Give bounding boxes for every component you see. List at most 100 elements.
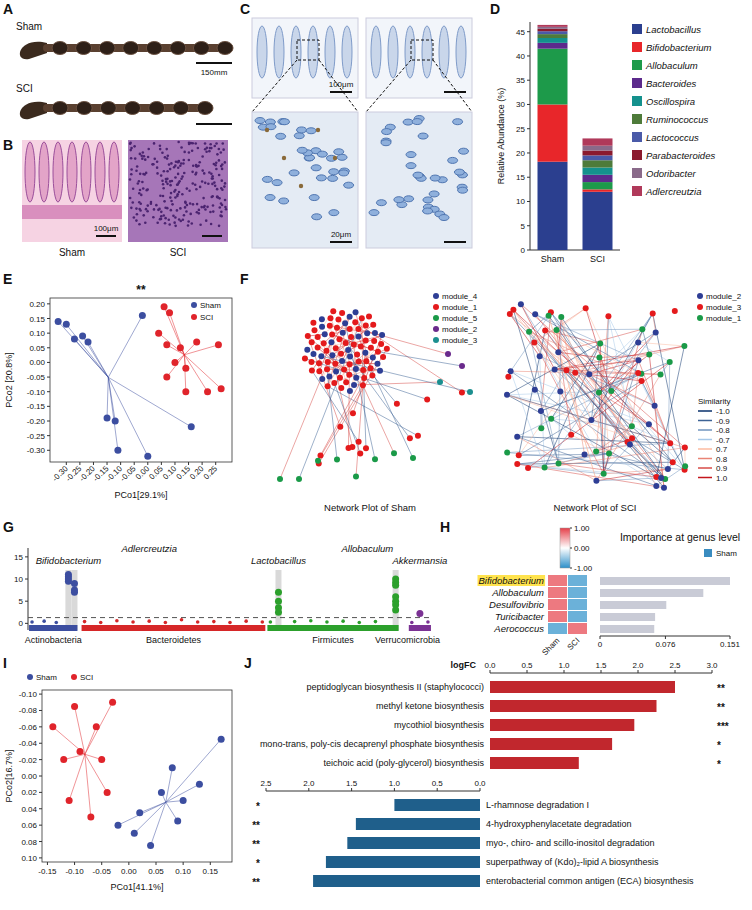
nucleus xyxy=(220,151,223,154)
y-tick xyxy=(39,694,42,695)
network-edge xyxy=(332,355,352,447)
nucleus xyxy=(224,206,227,209)
network-node xyxy=(354,351,360,357)
legend-label: Bacteroides xyxy=(646,78,696,89)
x-tick xyxy=(134,462,135,465)
x-tick xyxy=(266,788,267,791)
x-tick xyxy=(394,788,395,791)
cell xyxy=(429,191,439,197)
panel-letter: H xyxy=(440,519,450,535)
bar-segment xyxy=(583,146,613,151)
x-tick-label: -0.05 xyxy=(93,867,112,876)
spider-line xyxy=(85,754,91,817)
network-node xyxy=(563,367,569,373)
point xyxy=(131,620,135,624)
nucleus xyxy=(207,182,210,185)
phylum-band xyxy=(409,625,431,631)
crypt xyxy=(342,26,352,78)
x-tick xyxy=(210,862,211,865)
nucleus xyxy=(146,188,149,191)
nucleus xyxy=(168,163,171,166)
nucleus xyxy=(142,187,145,190)
network-edge xyxy=(638,342,670,362)
x-tick xyxy=(638,670,639,673)
nucleus xyxy=(201,155,204,158)
network-node xyxy=(532,311,538,317)
significance: ** xyxy=(717,702,725,713)
nucleus xyxy=(204,142,207,145)
network-title: Network Plot of Sham xyxy=(324,502,416,513)
x-tick xyxy=(215,462,216,465)
colorbar-tick xyxy=(570,528,572,529)
zoom-line xyxy=(252,60,297,112)
cell xyxy=(413,172,423,178)
y-tick-label: 5 xyxy=(521,222,526,231)
he-photo xyxy=(128,140,228,242)
nucleus xyxy=(139,153,142,156)
y-tick-label: -0.10 xyxy=(27,388,46,397)
category-label: methyl ketone biosynthesis xyxy=(376,701,485,711)
point xyxy=(93,723,100,730)
image-label: SCI xyxy=(16,83,33,94)
network-edge xyxy=(566,370,672,462)
bar xyxy=(600,625,654,633)
spider-line xyxy=(107,377,108,418)
nucleus xyxy=(218,174,221,177)
network-node xyxy=(553,327,559,333)
x-tick xyxy=(101,862,102,865)
nucleus xyxy=(143,173,146,176)
significance: ** xyxy=(252,877,260,888)
legend-label: Ruminococcus xyxy=(646,114,709,125)
phylum-label: Verrucomicrobia xyxy=(375,635,440,645)
point xyxy=(275,609,282,616)
legend-line xyxy=(698,467,712,469)
cecum xyxy=(20,42,47,59)
category-label: mono-trans, poly-cis decaprenyl phosphat… xyxy=(260,739,485,749)
x-tick-label: 3.0 xyxy=(706,661,718,670)
cell xyxy=(272,180,282,186)
network-node xyxy=(538,408,544,414)
network-node xyxy=(353,309,359,315)
y-tick xyxy=(527,104,530,105)
network-node xyxy=(345,347,351,353)
nucleus xyxy=(140,155,143,158)
legend-marker xyxy=(433,304,439,310)
network-node xyxy=(350,410,356,416)
point xyxy=(63,321,70,328)
axis-title: logFC xyxy=(451,660,477,670)
y-tick-label: -0.10 xyxy=(19,690,38,699)
legend-label: 1.0 xyxy=(716,474,728,483)
x-tick-label: 0.00 xyxy=(121,867,137,876)
legend-marker xyxy=(433,293,439,299)
heat-cell xyxy=(568,611,587,622)
x-tick-label: 2.5 xyxy=(260,779,272,788)
point xyxy=(71,703,78,710)
network-node xyxy=(342,320,348,326)
network-node xyxy=(391,450,397,456)
network-edge xyxy=(507,453,684,470)
heat-cell xyxy=(548,599,567,610)
x-tick xyxy=(675,670,676,673)
y-tick xyxy=(47,362,50,363)
network-node xyxy=(308,359,314,365)
nucleus xyxy=(176,209,179,212)
nucleus xyxy=(204,208,207,211)
network-edge xyxy=(642,329,649,354)
network-node xyxy=(359,315,365,321)
network-node xyxy=(508,368,514,374)
network-edge xyxy=(517,454,609,465)
pellet xyxy=(170,42,186,55)
network-edge xyxy=(345,323,375,459)
y-tick xyxy=(47,391,50,392)
spider-line xyxy=(134,802,165,833)
network-node xyxy=(658,371,664,377)
nucleus xyxy=(167,218,170,221)
point xyxy=(204,388,211,395)
network-edge xyxy=(519,344,600,456)
y-tick xyxy=(39,726,42,727)
nucleus xyxy=(145,189,148,192)
crypt xyxy=(405,26,415,78)
spider-line xyxy=(66,324,108,377)
zoom-line xyxy=(319,60,358,112)
point xyxy=(212,620,216,624)
